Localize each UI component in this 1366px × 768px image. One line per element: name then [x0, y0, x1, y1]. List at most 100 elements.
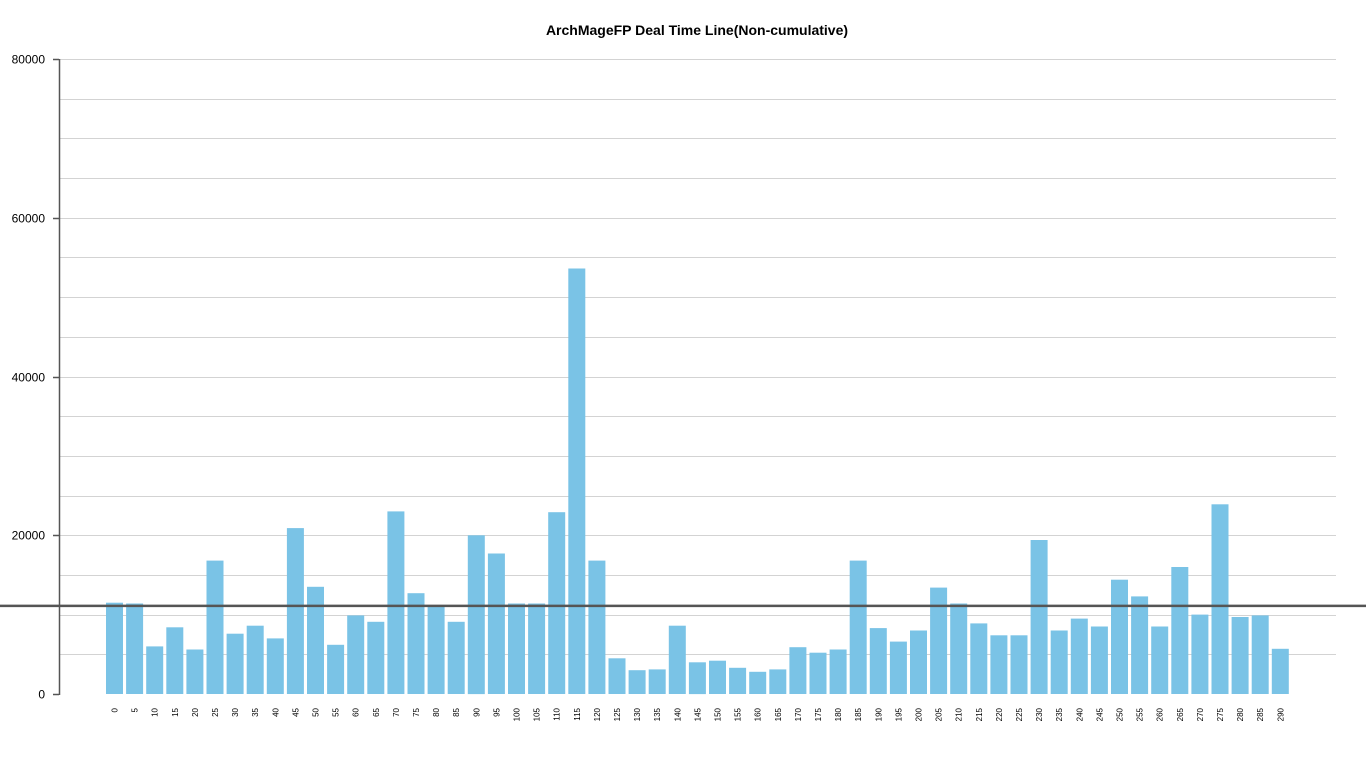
bar-40	[266, 638, 284, 694]
x-tick-label: 260	[1156, 707, 1165, 721]
x-tick-label: 175	[814, 707, 823, 721]
x-tick-label: 205	[935, 707, 944, 721]
x-tick-label: 20	[191, 707, 200, 716]
x-tick-label: 140	[673, 707, 682, 721]
x-tick-label: 245	[1095, 707, 1104, 721]
bar-160	[749, 671, 767, 694]
bar-240	[1070, 618, 1088, 694]
bar-235	[1050, 630, 1068, 694]
y-tick-label: 40000	[12, 371, 46, 385]
bar-175	[809, 652, 827, 694]
y-tick-label: 60000	[12, 212, 46, 226]
gridlines	[59, 59, 1336, 655]
x-tick-label: 65	[372, 707, 381, 716]
bar-110	[548, 512, 566, 694]
x-tick-label: 0	[111, 707, 120, 712]
y-tick-label: 80000	[12, 53, 46, 67]
y-axis-ticks: 0 20000 40000 60000 80000	[12, 53, 59, 702]
bar-80	[427, 605, 445, 694]
bar-270	[1191, 614, 1209, 694]
x-tick-label: 275	[1216, 707, 1225, 721]
bar-195	[889, 641, 907, 694]
bar-210	[950, 603, 968, 694]
x-axis-ticks: 0 5 10 15 20 25 30 35 40 45 50 55 60 65 70 75 80 85 90 95 10…	[111, 707, 1286, 721]
bar-265	[1171, 567, 1189, 694]
bar-30	[226, 633, 244, 694]
bar-35	[246, 625, 264, 694]
bar-60	[347, 615, 365, 694]
bar-90	[467, 535, 485, 695]
x-tick-label: 75	[412, 707, 421, 716]
bar-150	[709, 660, 726, 694]
bar-105	[528, 603, 546, 694]
x-tick-label: 90	[472, 707, 481, 716]
y-tick-label: 0	[38, 688, 45, 702]
x-tick-label: 185	[854, 707, 863, 721]
bar-10	[146, 646, 164, 694]
x-tick-label: 285	[1256, 707, 1265, 721]
x-tick-label: 230	[1035, 707, 1044, 721]
bar-250	[1111, 579, 1128, 694]
x-tick-label: 60	[352, 707, 361, 716]
x-tick-label: 165	[774, 707, 783, 721]
bars	[106, 268, 1289, 695]
bar-285	[1251, 615, 1269, 694]
x-tick-label: 115	[573, 707, 582, 720]
bar-15	[166, 627, 184, 694]
bar-20	[186, 649, 204, 694]
x-tick-label: 220	[995, 707, 1004, 721]
bar-5	[126, 603, 144, 694]
x-tick-label: 45	[291, 707, 300, 716]
x-tick-label: 70	[392, 707, 401, 716]
bar-165	[769, 669, 787, 694]
x-tick-label: 15	[171, 707, 180, 716]
x-tick-label: 145	[693, 707, 702, 721]
bar-275	[1211, 504, 1229, 694]
x-tick-label: 80	[432, 707, 441, 716]
x-tick-label: 100	[513, 707, 522, 721]
bar-120	[588, 560, 606, 694]
bar-130	[628, 670, 646, 694]
bar-0	[106, 602, 123, 694]
x-tick-label: 210	[955, 707, 964, 721]
bar-170	[789, 647, 807, 694]
x-tick-label: 255	[1136, 707, 1145, 721]
x-tick-label: 110	[553, 707, 562, 720]
bar-220	[990, 635, 1008, 694]
x-tick-label: 280	[1236, 707, 1245, 721]
bar-290	[1271, 648, 1289, 694]
bar-225	[1010, 635, 1028, 694]
bar-145	[688, 662, 706, 695]
x-tick-label: 150	[714, 707, 723, 721]
x-tick-label: 160	[754, 707, 763, 721]
bar-125	[608, 658, 626, 694]
bar-200	[910, 630, 927, 694]
x-tick-label: 130	[633, 707, 642, 721]
bar-155	[729, 667, 747, 694]
bar-260	[1151, 626, 1169, 694]
x-tick-label: 135	[653, 707, 662, 721]
bar-70	[387, 511, 405, 694]
bar-280	[1231, 617, 1249, 694]
bar-215	[970, 623, 988, 694]
x-tick-label: 120	[593, 707, 602, 721]
x-tick-label: 190	[874, 707, 883, 721]
bar-85	[447, 621, 465, 694]
x-tick-label: 195	[894, 707, 903, 721]
x-tick-label: 225	[1015, 707, 1024, 721]
x-tick-label: 55	[332, 707, 341, 716]
bar-115	[568, 268, 586, 694]
x-tick-label: 250	[1116, 707, 1125, 721]
bar-140	[668, 625, 686, 694]
x-tick-label: 30	[231, 707, 240, 716]
bar-180	[829, 649, 847, 694]
bar-95	[487, 553, 505, 694]
bar-190	[869, 628, 887, 694]
x-tick-label: 85	[452, 707, 461, 716]
x-tick-label: 40	[271, 707, 280, 716]
bar-135	[648, 669, 666, 694]
bar-50	[307, 586, 324, 694]
bar-65	[367, 621, 385, 694]
